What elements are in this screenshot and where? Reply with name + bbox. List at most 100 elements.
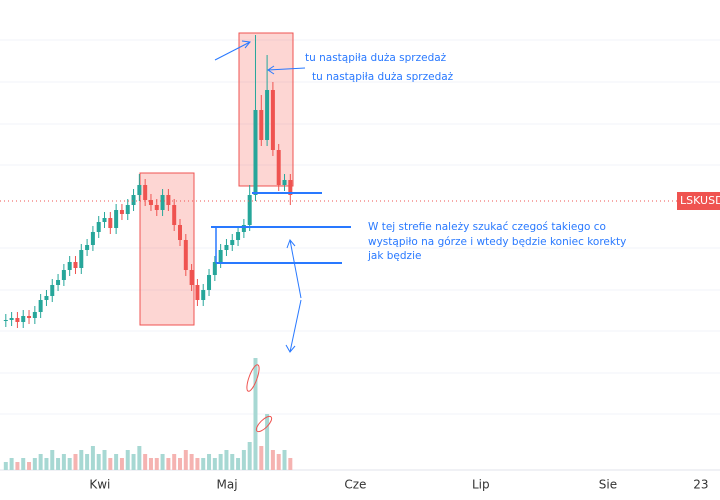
candle-body: [125, 205, 130, 214]
volume-bar: [195, 458, 200, 470]
volume-bar: [160, 454, 165, 470]
annotation: jak będzie: [367, 250, 421, 262]
candles: [3, 35, 293, 470]
candle-body: [282, 180, 287, 185]
volume-bar: [154, 458, 159, 470]
candle-body: [172, 205, 177, 225]
volume-bar: [282, 450, 287, 470]
volume-bar: [230, 454, 235, 470]
volume-bar: [27, 462, 32, 470]
candle-body: [15, 318, 20, 322]
candle-body: [265, 90, 270, 140]
volume-bar: [270, 450, 275, 470]
candle-body: [67, 262, 72, 270]
volume-bar: [183, 450, 188, 470]
candle-body: [241, 225, 246, 232]
volume-bar: [247, 442, 252, 470]
candle-body: [96, 222, 101, 232]
candle-body: [143, 185, 148, 200]
candle-body: [178, 225, 182, 240]
volume-bar: [276, 454, 281, 470]
candle-body: [108, 218, 113, 228]
volume-bar: [108, 458, 113, 470]
volume-bar: [259, 446, 264, 470]
volume-bar: [67, 458, 72, 470]
volume-bar: [21, 458, 26, 470]
volume-bar: [73, 454, 78, 470]
volume-bar: [148, 458, 153, 470]
candle-body: [27, 316, 32, 318]
candle-body: [288, 180, 293, 195]
candle-body: [114, 210, 119, 228]
candle-body: [56, 280, 61, 285]
volume-bar: [236, 458, 241, 470]
candle-body: [160, 195, 165, 210]
annotation: tu nastąpiła duża sprzedaż: [312, 71, 454, 83]
symbol-label-bg: [677, 192, 720, 210]
volume-bar: [218, 454, 223, 470]
candle-body: [224, 245, 229, 250]
candle-body: [183, 240, 188, 270]
candle-body: [38, 300, 43, 312]
candle-body: [154, 205, 159, 210]
candle-body: [137, 185, 142, 195]
candle-body: [195, 285, 200, 300]
candle-body: [230, 240, 235, 245]
candle-body: [73, 262, 78, 268]
volume-bar: [201, 458, 206, 470]
volume-bar: [90, 446, 95, 470]
volume-bar: [288, 458, 293, 470]
volume-bar: [166, 458, 171, 470]
x-tick-label: Sie: [599, 478, 617, 492]
volume-bar: [79, 450, 84, 470]
candle-body: [201, 290, 206, 300]
candle-body: [102, 218, 107, 222]
volume-bar: [125, 450, 130, 470]
x-tick-label: Maj: [217, 478, 238, 492]
volume-bar: [265, 414, 270, 470]
volume-bar: [241, 450, 246, 470]
candle-body: [212, 262, 217, 275]
volume-bar: [61, 454, 66, 470]
annotation: wystąpiło na górze i wtedy będzie koniec…: [368, 236, 626, 248]
volume-bar: [50, 450, 55, 470]
candle-body: [247, 195, 252, 225]
candle-body: [79, 250, 84, 268]
candle-body: [44, 296, 49, 300]
volume-bar: [172, 454, 177, 470]
candle-body: [148, 200, 153, 205]
volume-bar: [224, 450, 229, 470]
volume-bar: [56, 458, 61, 470]
annotation: tu nastąpiła duża sprzedaż: [305, 52, 447, 64]
volume-bar: [131, 454, 136, 470]
candle-body: [253, 110, 258, 195]
volume-bar: [15, 462, 20, 470]
candle-body: [9, 318, 14, 320]
volume-bar: [102, 450, 107, 470]
candle-body: [276, 150, 281, 185]
volume-bar: [143, 454, 148, 470]
volume-bar: [119, 458, 124, 470]
volume-bar: [212, 458, 217, 470]
x-tick-label: Cze: [344, 478, 366, 492]
candle-body: [32, 312, 37, 318]
volume-bar: [85, 454, 90, 470]
volume-bar: [207, 454, 212, 470]
candle-body: [270, 90, 275, 150]
candle-body: [218, 250, 223, 262]
candle-body: [207, 275, 212, 290]
symbol-label: LSKUSDT: [680, 194, 720, 207]
volume-bar: [178, 458, 182, 470]
volume-bar: [189, 454, 194, 470]
candle-body: [259, 110, 264, 140]
grid: [0, 39, 720, 415]
x-tick-label: 23: [693, 478, 708, 492]
candle-body: [166, 195, 171, 205]
candle-body: [119, 210, 124, 214]
volume-bar: [137, 446, 142, 470]
volume-bar: [38, 454, 43, 470]
volume-bar: [3, 462, 8, 470]
candle-body: [21, 316, 26, 322]
volume-bar: [9, 458, 14, 470]
